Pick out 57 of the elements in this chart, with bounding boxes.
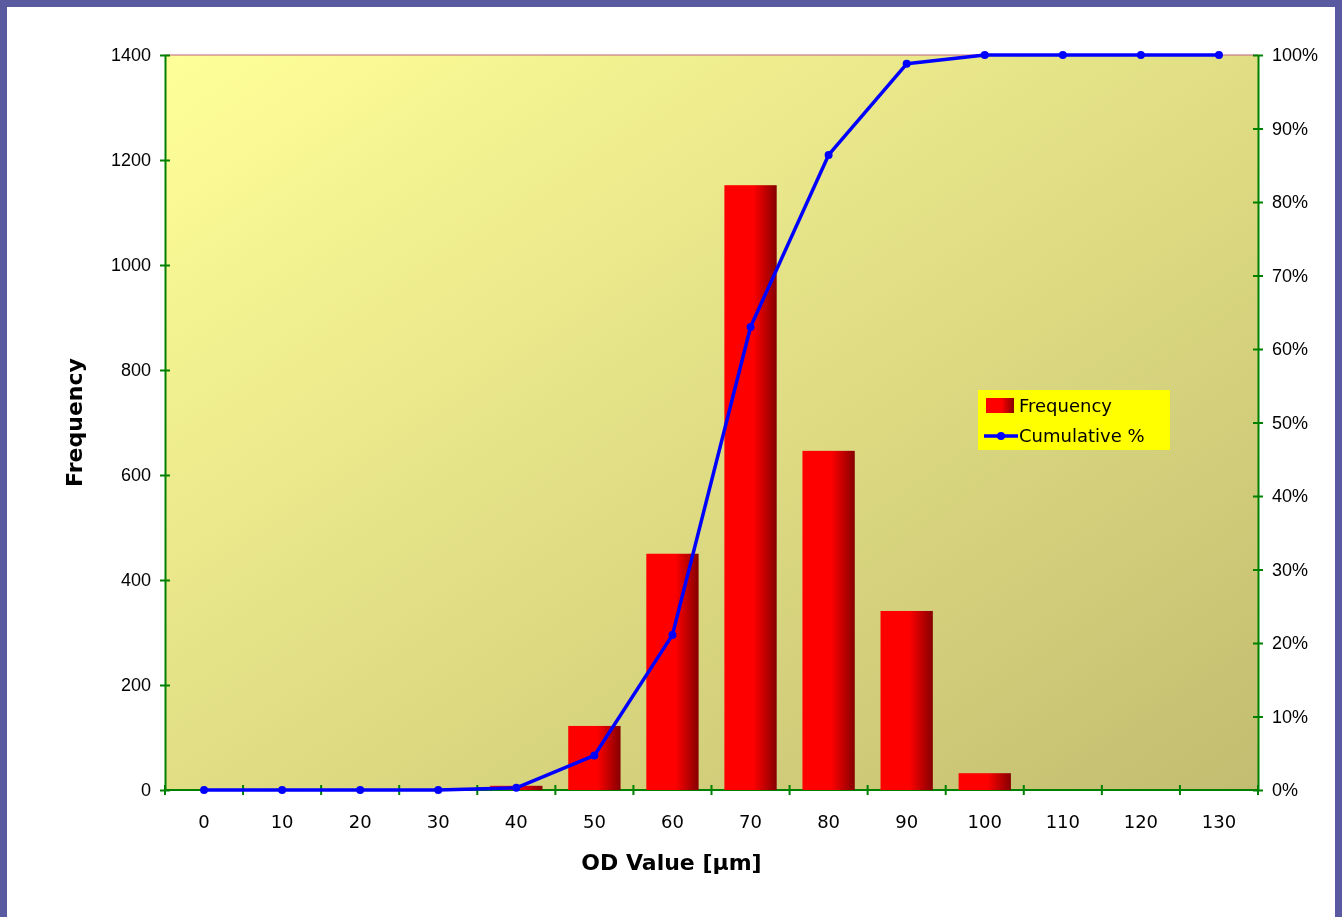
y2-tick-label: 40%: [1272, 486, 1309, 507]
y2-tick-label: 80%: [1272, 192, 1309, 213]
x-tick-label: 10: [270, 811, 294, 832]
y-tick-label: 400: [120, 570, 151, 591]
point: [356, 786, 365, 794]
x-axis-title: OD Value [µm]: [581, 850, 762, 875]
x-tick-label: 40: [504, 811, 528, 832]
x-tick-label: 20: [348, 811, 372, 832]
point: [590, 751, 599, 760]
y-tick-label: 1000: [110, 255, 151, 276]
y-tick-label: 1200: [110, 150, 151, 171]
x-tick-label: 0: [198, 811, 210, 832]
point: [512, 783, 521, 792]
x-tick-label: 130: [1201, 811, 1237, 832]
y-tick-label: 600: [120, 465, 151, 486]
x-tick-label: 30: [426, 811, 450, 832]
bar: [958, 773, 1011, 790]
point: [1214, 51, 1223, 59]
y2-tick-label: 30%: [1272, 559, 1309, 580]
y-tick-label: 1400: [110, 45, 151, 66]
point: [980, 51, 989, 59]
y-tick-label: 0: [140, 780, 151, 801]
y-tick-label: 200: [120, 675, 151, 696]
y2-tick-label: 20%: [1272, 633, 1309, 654]
bar: [880, 610, 933, 790]
point: [746, 322, 755, 331]
y-tick-label: 800: [120, 360, 151, 381]
point: [668, 630, 677, 639]
point: [902, 59, 911, 68]
point: [1058, 51, 1067, 59]
bar: [802, 450, 855, 790]
point: [434, 786, 443, 794]
y2-tick-label: 60%: [1272, 339, 1309, 360]
x-tick-label: 110: [1045, 811, 1080, 832]
point: [278, 786, 287, 794]
legend-label: Cumulative %: [1019, 425, 1145, 446]
y2-tick-label: 0%: [1272, 780, 1299, 801]
x-tick-label: 120: [1123, 811, 1159, 832]
bar: [568, 725, 621, 790]
y2-tick-label: 70%: [1272, 265, 1309, 286]
x-tick-label: 60: [661, 811, 684, 832]
bar: [724, 185, 777, 790]
legend-label: Frequency: [1019, 395, 1113, 416]
x-tick-label: 100: [967, 811, 1002, 832]
y2-tick-label: 10%: [1272, 706, 1309, 727]
point: [200, 786, 209, 794]
x-tick-label: 90: [895, 811, 919, 832]
y2-tick-label: 90%: [1272, 118, 1309, 139]
y2-tick-label: 100%: [1272, 45, 1319, 66]
x-tick-label: 80: [817, 811, 841, 832]
point: [1136, 51, 1145, 59]
bar: [646, 553, 699, 790]
y2-tick-label: 50%: [1272, 412, 1309, 433]
x-tick-label: 50: [582, 811, 606, 832]
y-axis-title: Frequency: [62, 358, 87, 487]
x-tick-label: 70: [739, 811, 762, 832]
point: [824, 150, 833, 159]
